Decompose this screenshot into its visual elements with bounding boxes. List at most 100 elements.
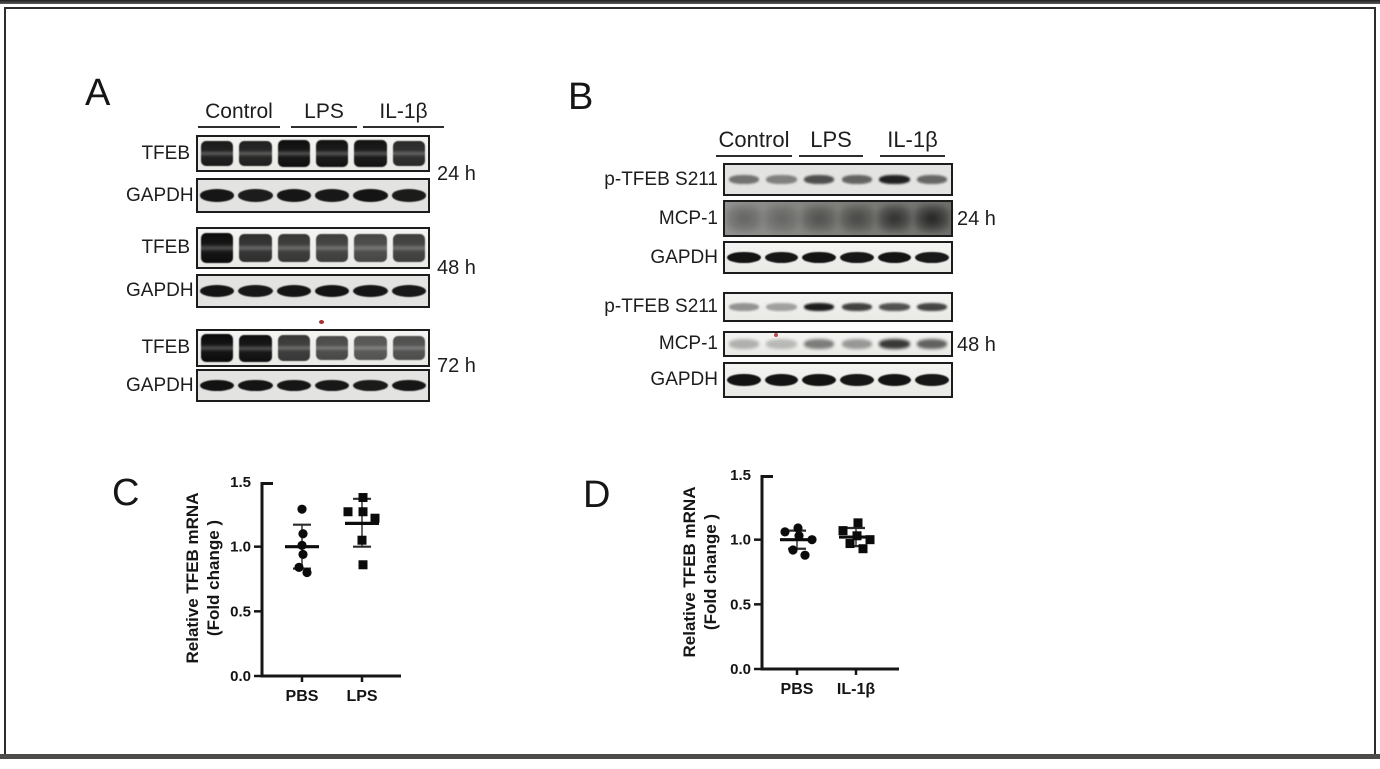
blot-lane bbox=[275, 331, 313, 365]
blot-lane bbox=[800, 202, 838, 235]
blot-band bbox=[839, 204, 875, 233]
blot-lane bbox=[198, 371, 236, 400]
blot-lane bbox=[275, 137, 313, 170]
blot-lane bbox=[876, 165, 914, 194]
blot-band bbox=[392, 234, 425, 262]
blot-lane bbox=[763, 294, 801, 320]
blot-image bbox=[196, 329, 430, 367]
blot-band bbox=[392, 140, 425, 167]
blot-band bbox=[728, 303, 759, 311]
blot-band bbox=[199, 189, 235, 202]
axes: 0.0 0.5 1.0 1.5 PBS LPS bbox=[230, 474, 401, 705]
blot-band bbox=[238, 285, 273, 297]
blot-band bbox=[915, 373, 950, 387]
blot-row-label: MCP-1 bbox=[658, 207, 718, 229]
blot-band bbox=[316, 335, 349, 361]
blot-lane bbox=[876, 294, 914, 320]
panel-d-y-axis-title: Relative TFEB mRNA (Fold change ) bbox=[679, 462, 723, 682]
data-point bbox=[302, 567, 312, 578]
data-point bbox=[297, 540, 307, 550]
blot-row-label: p-TFEB S211 bbox=[604, 296, 718, 317]
blot-band bbox=[915, 251, 950, 264]
blot-band bbox=[726, 251, 761, 264]
blot-band bbox=[277, 233, 310, 263]
blot-band bbox=[277, 140, 310, 167]
y-axis-title-line1: Relative TFEB mRNA bbox=[680, 486, 699, 658]
time-label: 24 h bbox=[437, 163, 476, 185]
blot-band bbox=[316, 140, 349, 167]
blot-image bbox=[723, 200, 953, 237]
blot-band bbox=[841, 303, 872, 311]
blot-band bbox=[314, 285, 350, 297]
blot-lane bbox=[838, 294, 876, 320]
scatter-series bbox=[343, 493, 380, 570]
blot-lane bbox=[800, 165, 838, 194]
blot-lane bbox=[313, 180, 351, 211]
blot-lane bbox=[876, 364, 914, 396]
blot-band bbox=[879, 175, 910, 184]
blot-lane bbox=[236, 371, 274, 400]
panel-c-letter: C bbox=[112, 472, 140, 514]
blot-lane bbox=[725, 202, 763, 235]
blot-band bbox=[879, 339, 910, 349]
blot-band bbox=[199, 379, 235, 392]
data-point bbox=[794, 531, 804, 541]
blot-band bbox=[917, 303, 948, 311]
blot-band bbox=[238, 189, 273, 202]
panel-d-letter: D bbox=[583, 474, 611, 516]
blot-band bbox=[201, 232, 234, 264]
red-dot-artifact bbox=[774, 333, 778, 337]
blot-lane bbox=[236, 229, 274, 267]
blot-lane bbox=[390, 276, 428, 306]
data-point bbox=[357, 535, 367, 545]
blot-lane bbox=[763, 202, 801, 235]
data-point bbox=[788, 545, 798, 555]
data-point bbox=[358, 560, 368, 570]
y-tick-label: 1.5 bbox=[230, 474, 251, 491]
blot-row-label: TFEB bbox=[141, 337, 190, 358]
blot-band bbox=[841, 175, 872, 184]
blot-band bbox=[354, 335, 387, 361]
blot-band bbox=[353, 189, 388, 202]
blot-lane bbox=[351, 180, 389, 211]
blot-band bbox=[353, 379, 388, 392]
data-point bbox=[298, 549, 308, 560]
blot-band bbox=[726, 373, 761, 387]
blot-lane bbox=[275, 371, 313, 400]
blot-lane bbox=[876, 202, 914, 235]
time-label: 48 h bbox=[437, 256, 476, 279]
x-tick-label: PBS bbox=[781, 681, 814, 698]
blot-band bbox=[804, 175, 835, 184]
blot-band bbox=[391, 285, 427, 297]
blot-band bbox=[726, 204, 762, 233]
blot-band bbox=[276, 379, 312, 392]
blot-row-label: TFEB bbox=[141, 237, 190, 258]
blot-row-label: GAPDH bbox=[126, 280, 194, 301]
blot-band bbox=[766, 303, 797, 311]
scatter-series bbox=[285, 504, 319, 578]
data-point bbox=[370, 513, 380, 523]
scatter-plot-c: 0.0 0.5 1.0 1.5 PBS LPS bbox=[230, 474, 401, 705]
blot-band bbox=[199, 285, 235, 297]
blot-lane bbox=[876, 243, 914, 272]
blot-lane bbox=[763, 243, 801, 272]
blot-lane bbox=[800, 364, 838, 396]
blot-row-label: GAPDH bbox=[650, 369, 718, 390]
blot-band bbox=[276, 285, 312, 297]
blot-band bbox=[201, 334, 234, 362]
blot-band bbox=[239, 334, 272, 362]
blot-row-label: GAPDH bbox=[650, 246, 718, 268]
blot-lane bbox=[351, 137, 389, 170]
figure-border-top bbox=[0, 0, 1380, 4]
blot-lane bbox=[390, 137, 428, 170]
blot-band bbox=[201, 140, 234, 167]
figure-border-bottom bbox=[0, 754, 1380, 759]
y-axis-title-line1: Relative TFEB mRNA bbox=[183, 492, 202, 664]
blot-image bbox=[196, 227, 430, 269]
panel-a-header-il1b: IL-1β bbox=[363, 100, 444, 129]
blot-lane bbox=[763, 165, 801, 194]
blot-band bbox=[802, 251, 837, 264]
blot-lane bbox=[198, 229, 236, 267]
data-point bbox=[858, 544, 868, 554]
blot-band bbox=[764, 373, 799, 387]
